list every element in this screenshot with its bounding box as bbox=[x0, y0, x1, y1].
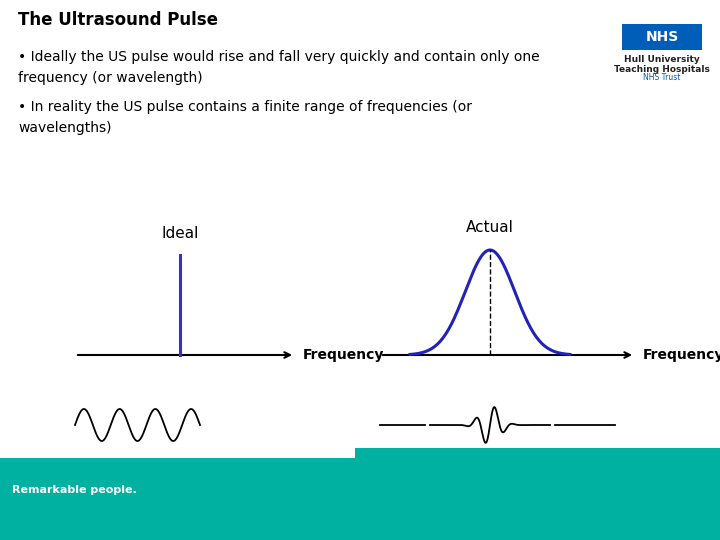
Text: • In reality the US pulse contains a finite range of frequencies (or
wavelengths: • In reality the US pulse contains a fin… bbox=[18, 100, 472, 134]
Text: NHS Trust: NHS Trust bbox=[643, 73, 680, 83]
Text: Ideal: Ideal bbox=[161, 226, 199, 240]
Text: Actual: Actual bbox=[466, 220, 514, 235]
Text: Remarkable people.: Remarkable people. bbox=[12, 485, 137, 495]
Text: The Ultrasound Pulse: The Ultrasound Pulse bbox=[18, 11, 218, 29]
Text: NHS: NHS bbox=[645, 30, 679, 44]
Bar bbox=[622, 24, 702, 50]
Text: Frequency: Frequency bbox=[303, 348, 384, 362]
Text: Frequency: Frequency bbox=[643, 348, 720, 362]
Text: • Ideally the US pulse would rise and fall very quickly and contain only one
fre: • Ideally the US pulse would rise and fa… bbox=[18, 50, 539, 85]
Bar bbox=[0, 465, 720, 540]
Text: Extraordinary place.: Extraordinary place. bbox=[12, 502, 140, 512]
Polygon shape bbox=[0, 448, 720, 540]
Text: Teaching Hospitals: Teaching Hospitals bbox=[614, 64, 710, 73]
Text: Hull University: Hull University bbox=[624, 56, 700, 64]
